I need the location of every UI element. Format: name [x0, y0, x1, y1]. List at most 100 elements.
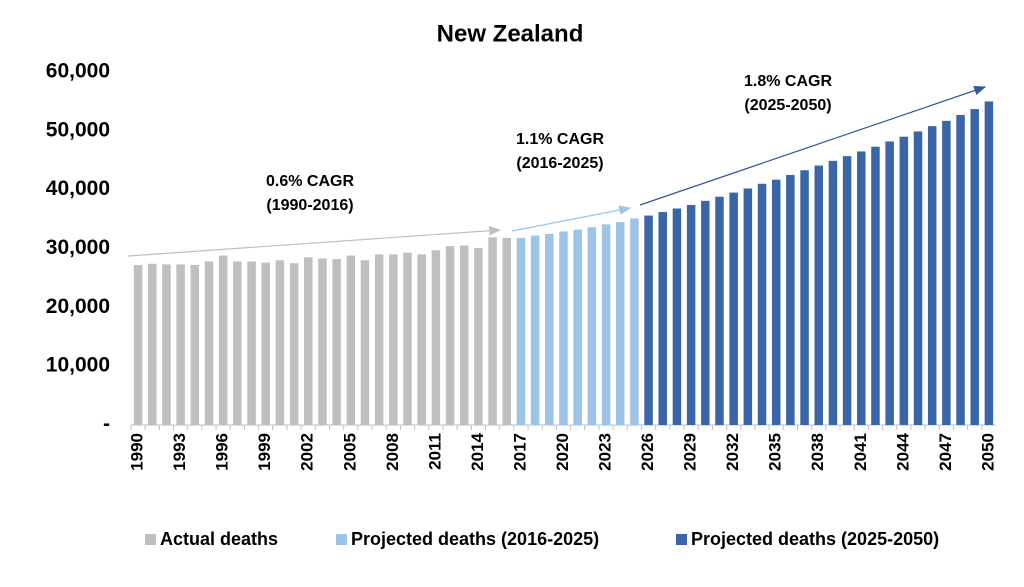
- bar: [162, 264, 171, 425]
- x-tick-label: 1993: [170, 433, 189, 471]
- bar: [204, 261, 214, 425]
- annotation: (1990-2016): [266, 197, 353, 214]
- y-tick-label: -: [103, 413, 110, 436]
- legend-swatch: [676, 534, 687, 545]
- bar: [970, 109, 979, 425]
- bar: [133, 264, 143, 425]
- bar: [672, 208, 682, 425]
- legend-label: Projected deaths (2025-2050): [691, 529, 939, 549]
- y-tick-label: 20,000: [46, 295, 110, 318]
- bar: [885, 141, 894, 425]
- bar: [743, 188, 753, 425]
- bar: [374, 254, 384, 425]
- bar: [488, 237, 497, 425]
- bar: [318, 258, 327, 425]
- x-tick-label: 2008: [383, 433, 402, 471]
- bar: [502, 237, 512, 425]
- bar: [729, 192, 738, 425]
- x-tick-label: 2026: [638, 433, 657, 471]
- bar: [913, 131, 923, 425]
- bar: [857, 151, 866, 426]
- bar: [956, 114, 965, 425]
- bar: [459, 245, 469, 425]
- annotation: 1.8% CAGR: [744, 73, 832, 90]
- x-tick-label: 2014: [468, 432, 487, 470]
- x-tick-label: 1999: [255, 433, 274, 471]
- bar: [289, 263, 299, 425]
- bar: [176, 264, 185, 425]
- trend-arrow: [511, 205, 632, 232]
- bar: [828, 160, 838, 426]
- trend-arrow: [639, 85, 987, 206]
- bar: [701, 200, 710, 425]
- bar: [389, 254, 398, 425]
- chart-title: New Zealand: [437, 20, 584, 47]
- bar: [842, 156, 852, 426]
- x-tick-label: 2041: [851, 433, 870, 471]
- legend-label: Projected deaths (2016-2025): [351, 529, 599, 549]
- bar: [715, 196, 724, 425]
- legend-label: Actual deaths: [160, 529, 278, 549]
- x-tick-label: 2011: [425, 433, 444, 470]
- bar: [559, 231, 568, 425]
- bar: [984, 101, 994, 426]
- bar: [942, 120, 951, 425]
- bar: [247, 261, 256, 425]
- bar: [474, 247, 483, 425]
- bar: [927, 126, 937, 426]
- bar: [899, 136, 909, 425]
- bar: [814, 165, 823, 426]
- bar: [275, 260, 285, 425]
- x-tick-label: 2023: [596, 433, 615, 471]
- legend-swatch: [336, 534, 347, 545]
- x-tick-label: 2005: [340, 433, 359, 471]
- trend-arrow: [127, 225, 502, 257]
- bar: [644, 215, 653, 425]
- bar: [786, 174, 795, 425]
- annotation: (2016-2025): [516, 155, 603, 172]
- x-tick-label: 2002: [298, 433, 317, 471]
- bar: [403, 252, 412, 425]
- x-tick-label: 2035: [766, 433, 785, 471]
- x-tick-label: 2029: [681, 433, 700, 471]
- x-tick-label: 2044: [893, 432, 912, 470]
- x-tick-label: 2017: [510, 433, 529, 471]
- y-tick-label: 10,000: [46, 354, 110, 377]
- annotation: 0.6% CAGR: [266, 173, 354, 190]
- bar: [218, 255, 228, 425]
- bar: [601, 224, 611, 425]
- bar: [615, 222, 625, 425]
- bar: [686, 204, 696, 425]
- x-tick-label: 2038: [808, 433, 827, 471]
- y-tick-label: 60,000: [46, 60, 110, 83]
- bar: [417, 254, 426, 425]
- x-tick-label: 1996: [213, 433, 232, 471]
- y-tick-label: 30,000: [46, 236, 110, 259]
- annotation: (2025-2050): [744, 97, 831, 114]
- bar: [757, 183, 767, 425]
- bar: [332, 259, 341, 425]
- bar: [771, 179, 781, 425]
- bar: [346, 255, 356, 425]
- bar: [800, 170, 809, 425]
- bar: [304, 257, 313, 425]
- legend-swatch: [145, 534, 156, 545]
- bar: [261, 262, 270, 425]
- bar: [148, 263, 157, 425]
- bar: [573, 229, 582, 425]
- bar: [871, 146, 880, 426]
- bar: [545, 233, 554, 425]
- bar: [658, 212, 668, 425]
- bar: [431, 250, 441, 425]
- bar: [587, 227, 597, 425]
- bar: [360, 260, 370, 425]
- bar: [190, 264, 200, 425]
- bar: [630, 218, 639, 425]
- x-tick-label: 2050: [978, 433, 997, 471]
- y-tick-label: 40,000: [46, 177, 110, 200]
- x-tick-label: 2032: [723, 433, 742, 471]
- annotation: 1.1% CAGR: [516, 131, 604, 148]
- y-tick-label: 50,000: [46, 118, 110, 141]
- bar: [516, 237, 526, 425]
